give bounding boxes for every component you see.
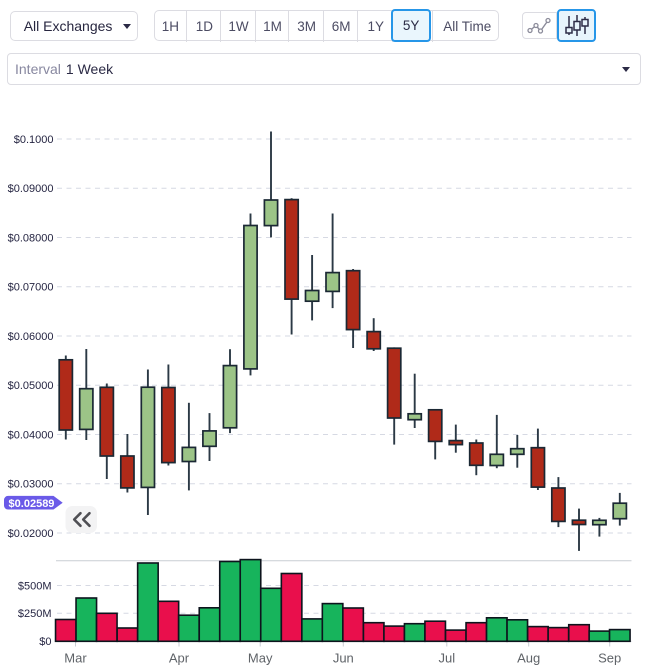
svg-text:Apr: Apr xyxy=(169,651,190,666)
svg-text:$0.09000: $0.09000 xyxy=(8,183,54,195)
svg-text:Jul: Jul xyxy=(438,651,455,666)
svg-text:$0.05000: $0.05000 xyxy=(8,380,54,392)
svg-text:$0: $0 xyxy=(39,636,51,648)
svg-text:Mar: Mar xyxy=(64,651,87,666)
svg-text:$250M: $250M xyxy=(18,608,52,620)
svg-text:$0.08000: $0.08000 xyxy=(8,232,54,244)
svg-text:Jun: Jun xyxy=(333,651,354,666)
svg-text:$0.1000: $0.1000 xyxy=(14,134,54,146)
svg-text:Aug: Aug xyxy=(517,651,540,666)
svg-text:$0.02000: $0.02000 xyxy=(8,528,54,540)
svg-text:$0.02589: $0.02589 xyxy=(9,498,55,510)
svg-text:$500M: $500M xyxy=(18,580,52,592)
svg-text:$0.03000: $0.03000 xyxy=(8,479,54,491)
svg-text:$0.04000: $0.04000 xyxy=(8,429,54,441)
svg-text:$0.06000: $0.06000 xyxy=(8,331,54,343)
svg-text:$0.07000: $0.07000 xyxy=(8,282,54,294)
svg-text:May: May xyxy=(248,651,273,666)
svg-text:Sep: Sep xyxy=(598,651,621,666)
